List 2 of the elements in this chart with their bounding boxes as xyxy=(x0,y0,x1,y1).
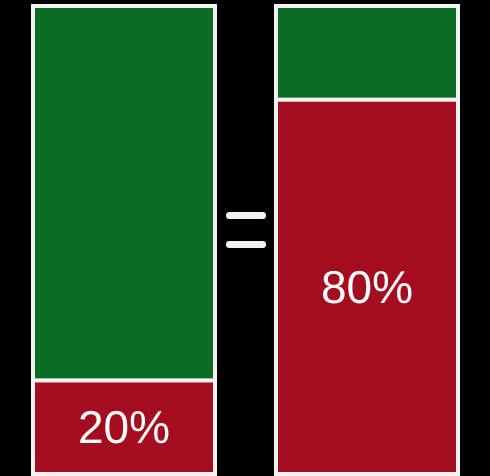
data-label: 80% xyxy=(320,260,414,313)
data-label: 20% xyxy=(78,401,170,454)
